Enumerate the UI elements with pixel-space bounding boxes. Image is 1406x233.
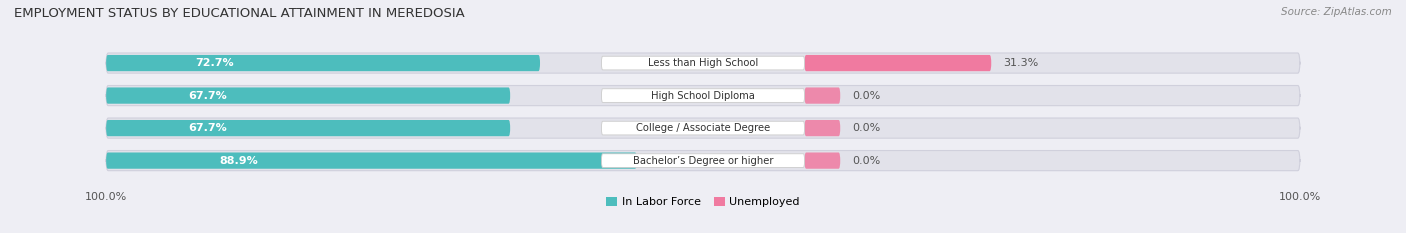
FancyBboxPatch shape	[602, 56, 804, 70]
FancyBboxPatch shape	[105, 118, 1301, 138]
FancyBboxPatch shape	[602, 121, 804, 135]
FancyBboxPatch shape	[804, 87, 841, 104]
Text: 0.0%: 0.0%	[852, 156, 880, 166]
Text: College / Associate Degree: College / Associate Degree	[636, 123, 770, 133]
Text: 31.3%: 31.3%	[1004, 58, 1039, 68]
Text: Source: ZipAtlas.com: Source: ZipAtlas.com	[1281, 7, 1392, 17]
FancyBboxPatch shape	[105, 86, 1301, 106]
FancyBboxPatch shape	[105, 53, 1301, 73]
FancyBboxPatch shape	[804, 120, 841, 136]
FancyBboxPatch shape	[105, 152, 637, 169]
FancyBboxPatch shape	[105, 151, 1301, 171]
Text: 72.7%: 72.7%	[195, 58, 233, 68]
Text: EMPLOYMENT STATUS BY EDUCATIONAL ATTAINMENT IN MEREDOSIA: EMPLOYMENT STATUS BY EDUCATIONAL ATTAINM…	[14, 7, 465, 20]
Text: 0.0%: 0.0%	[852, 123, 880, 133]
Text: Less than High School: Less than High School	[648, 58, 758, 68]
Text: High School Diploma: High School Diploma	[651, 91, 755, 101]
Text: 67.7%: 67.7%	[188, 91, 226, 101]
Text: 67.7%: 67.7%	[188, 123, 226, 133]
FancyBboxPatch shape	[602, 89, 804, 103]
Text: 88.9%: 88.9%	[219, 156, 259, 166]
Text: Bachelor’s Degree or higher: Bachelor’s Degree or higher	[633, 156, 773, 166]
Text: 0.0%: 0.0%	[852, 91, 880, 101]
Legend: In Labor Force, Unemployed: In Labor Force, Unemployed	[606, 197, 800, 207]
FancyBboxPatch shape	[804, 55, 991, 71]
FancyBboxPatch shape	[804, 152, 841, 169]
FancyBboxPatch shape	[105, 55, 540, 71]
FancyBboxPatch shape	[105, 87, 510, 104]
FancyBboxPatch shape	[602, 154, 804, 168]
FancyBboxPatch shape	[105, 120, 510, 136]
